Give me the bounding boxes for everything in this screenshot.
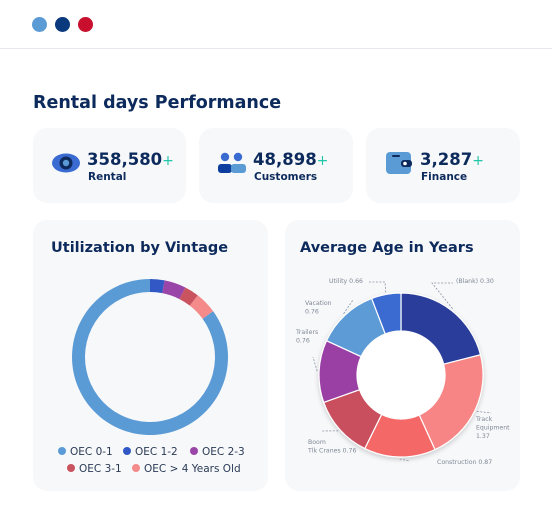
- chart-title: Average Age in Years: [300, 240, 474, 256]
- utilization-donut-chart: [72, 279, 229, 435]
- stat-card-rental: 358,580+ Rental: [33, 128, 186, 203]
- donut-segment-oec-3-1[interactable]: [179, 287, 198, 306]
- callout-leader-line: [431, 282, 453, 309]
- legend-label: OEC 0-1: [70, 446, 113, 458]
- stat-value-customers: 48,898+: [253, 150, 329, 169]
- legend-item[interactable]: OEC > 4 Years Old: [132, 463, 241, 475]
- plus-sign: +: [162, 153, 174, 169]
- donut-hole: [357, 331, 445, 419]
- callout-leader-line: [399, 458, 411, 462]
- stat-value-rental: 358,580+: [87, 150, 174, 169]
- donut-segment-oec-4-years-old[interactable]: [189, 295, 214, 319]
- window-dot-blue[interactable]: [32, 17, 47, 32]
- callout-label: Boom Tlk Cranes 0.76: [307, 439, 356, 455]
- wallet-icon: [386, 152, 412, 174]
- legend-item[interactable]: OEC 3-1: [67, 463, 122, 475]
- callout-label: Construction 0.87: [437, 459, 492, 466]
- callout-label: Track Equipment 1.37: [475, 416, 510, 440]
- callout-leader-line: [369, 281, 387, 293]
- callout-leader-line: [343, 299, 354, 314]
- utilization-chart-card: Utilization by Vintage OEC 0-1 OEC 1-2 O…: [33, 220, 268, 491]
- legend-label: OEC 3-1: [79, 463, 122, 475]
- legend-item[interactable]: OEC 1-2: [123, 446, 178, 458]
- callout-leader-line: [476, 410, 492, 414]
- top-bar: [0, 0, 552, 49]
- users-icon: [218, 152, 246, 173]
- average-age-donut-chart: (Blank) 0.30 Track Equipment 1.37 Constructi…: [295, 278, 510, 466]
- stat-card-customers: 48,898+ Customers: [199, 128, 353, 203]
- window-dot-navy[interactable]: [55, 17, 70, 32]
- legend-swatch: [123, 447, 131, 455]
- legend-item[interactable]: OEC 0-1: [58, 446, 113, 458]
- eye-icon: [52, 153, 80, 173]
- stat-label-finance: Finance: [421, 171, 468, 183]
- stat-card-finance: 3,287+ Finance: [366, 128, 520, 203]
- chart-title: Utilization by Vintage: [51, 240, 229, 256]
- window-dot-red[interactable]: [78, 17, 93, 32]
- legend-label: OEC 1-2: [135, 446, 178, 458]
- donut-segment-oec-2-3[interactable]: [162, 280, 186, 300]
- average-age-chart-card: Average Age in Years (Blank) 0.30 Track Eq…: [285, 220, 520, 491]
- plus-sign: +: [316, 153, 329, 169]
- callout-label: Trailers 0.76: [295, 329, 318, 345]
- stat-label-rental: Rental: [88, 171, 127, 183]
- callout-label: Utility 0.66: [329, 278, 363, 285]
- legend-label: OEC 2-3: [202, 446, 245, 458]
- donut-segment-utility[interactable]: [370, 292, 402, 335]
- stat-label-customers: Customers: [254, 171, 318, 183]
- callout-leader-line: [312, 356, 318, 372]
- page-title: Rental days Performance: [33, 93, 282, 113]
- legend-swatch: [58, 447, 66, 455]
- legend-label: OEC > 4 Years Old: [144, 463, 241, 475]
- utilization-legend: OEC 0-1 OEC 1-2 OEC 2-3 OEC 3-1 OEC > 4 …: [33, 220, 268, 491]
- donut-segments: [318, 292, 484, 458]
- legend-swatch: [67, 464, 75, 472]
- legend-item[interactable]: OEC 2-3: [190, 446, 245, 458]
- legend-swatch: [132, 464, 140, 472]
- plus-sign: +: [472, 153, 484, 169]
- callout-label: (Blank) 0.30: [456, 278, 494, 285]
- callout-label: Vacation 0.76: [305, 300, 332, 316]
- stat-value-finance: 3,287+: [420, 150, 484, 169]
- legend-swatch: [190, 447, 198, 455]
- donut-segment-oec-1-2[interactable]: [150, 279, 165, 294]
